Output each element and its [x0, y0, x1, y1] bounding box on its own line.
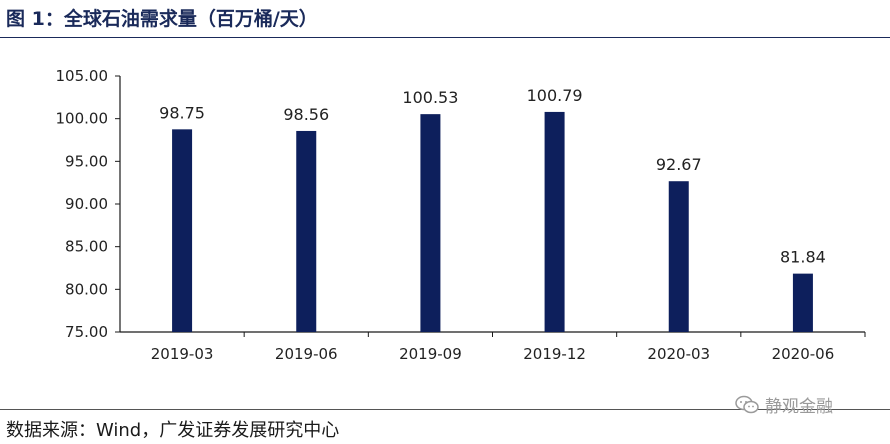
bar — [792, 273, 813, 332]
bar — [296, 130, 317, 332]
x-tick-label: 2019-09 — [399, 345, 462, 363]
bar-series — [172, 111, 813, 333]
wechat-icon — [735, 395, 759, 413]
title-divider — [0, 37, 890, 38]
bar — [668, 181, 689, 332]
data-labels: 98.75 98.56 100.53 100.79 92.67 81.84 — [159, 86, 826, 267]
data-label: 81.84 — [780, 248, 826, 267]
data-label: 100.79 — [527, 86, 583, 105]
chart-title: 图 1：全球石油需求量（百万桶/天） — [6, 8, 318, 30]
x-tick-label: 2019-12 — [523, 345, 586, 363]
y-axis: 75.00 80.00 85.00 90.00 95.00 100.00 105.00 — [56, 67, 121, 341]
y-tick-label: 90.00 — [65, 195, 108, 213]
footer-divider — [0, 409, 890, 410]
y-tick-label: 100.00 — [56, 110, 109, 128]
watermark: 静观金融 — [735, 392, 833, 417]
y-tick-label: 80.00 — [65, 280, 108, 298]
x-tick-label: 2020-03 — [647, 345, 710, 363]
watermark-text: 静观金融 — [765, 397, 833, 417]
bar — [172, 129, 193, 332]
data-label: 100.53 — [402, 88, 458, 107]
x-tick-label: 2020-06 — [772, 345, 835, 363]
bar-chart: 75.00 80.00 85.00 90.00 95.00 100.00 105.00 20… — [56, 67, 866, 363]
data-label: 98.56 — [283, 105, 329, 124]
y-tick-label: 95.00 — [65, 152, 108, 170]
y-tick-label: 105.00 — [56, 67, 109, 85]
source-note: 数据来源：Wind，广发证券发展研究中心 — [6, 420, 340, 441]
bar — [420, 114, 441, 332]
y-tick-label: 75.00 — [65, 323, 108, 341]
data-label: 98.75 — [159, 103, 205, 122]
x-tick-label: 2019-03 — [151, 345, 214, 363]
x-axis: 2019-03 2019-06 2019-09 2019-12 2020-03 2020-… — [120, 331, 866, 363]
y-tick-label: 85.00 — [65, 238, 108, 256]
bar — [544, 111, 565, 333]
x-tick-label: 2019-06 — [275, 345, 338, 363]
data-label: 92.67 — [656, 155, 702, 174]
